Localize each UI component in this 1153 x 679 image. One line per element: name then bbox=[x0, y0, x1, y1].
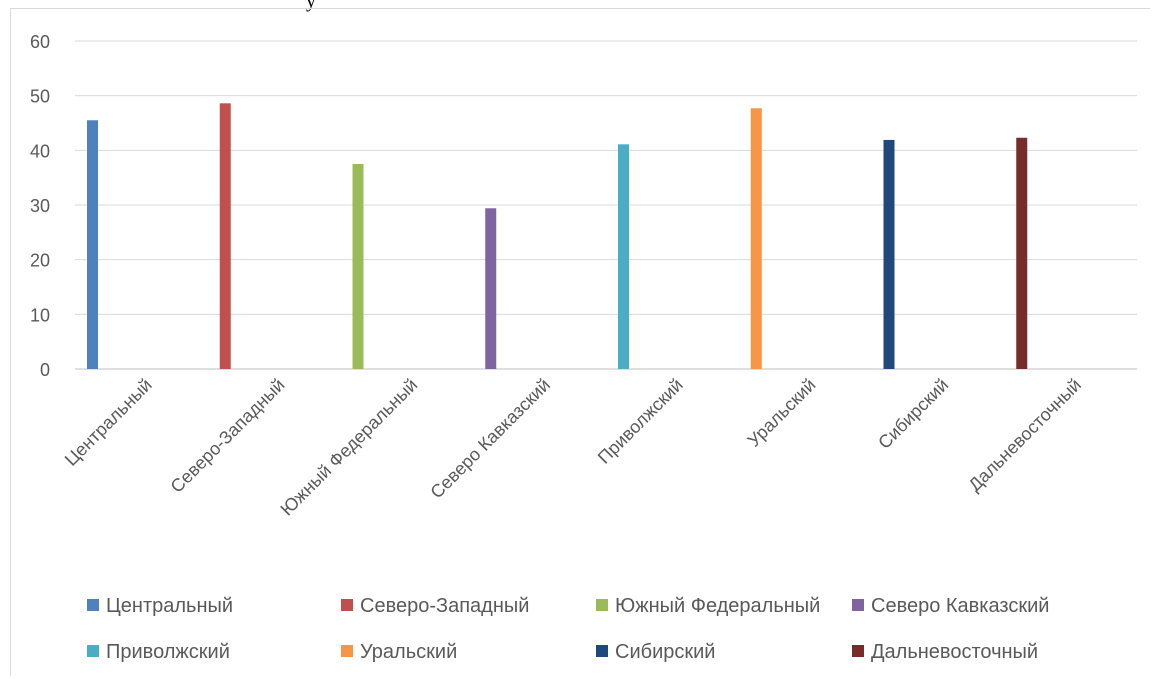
x-tick-label: Сибирский bbox=[874, 375, 952, 453]
legend-swatch bbox=[852, 599, 864, 611]
bar bbox=[485, 208, 497, 369]
gridlines bbox=[75, 40, 1137, 370]
legend-label: Южный Федеральный bbox=[615, 595, 820, 617]
legend-label: Центральный bbox=[106, 595, 233, 617]
x-tick-label: Приволжский bbox=[594, 375, 687, 468]
legend-label: Сибирский bbox=[615, 641, 715, 663]
x-tick-label: Центральный bbox=[61, 375, 156, 470]
legend-swatch bbox=[596, 599, 608, 611]
bar bbox=[750, 108, 762, 370]
bar bbox=[1016, 137, 1028, 369]
y-tick-label: 40 bbox=[30, 141, 50, 161]
legend: Центральный Северо-Западный Южный Федераль… bbox=[87, 595, 1049, 663]
legend-swatch bbox=[341, 645, 353, 657]
bar bbox=[352, 164, 364, 369]
bar bbox=[883, 139, 895, 369]
legend-swatch bbox=[596, 645, 608, 657]
bar bbox=[618, 144, 629, 369]
x-tick-label: Северо-Западный bbox=[167, 375, 289, 497]
legend-swatch bbox=[341, 599, 353, 611]
legend-swatch bbox=[87, 599, 99, 611]
y-tick-label: 60 bbox=[30, 32, 50, 52]
y-tick-label: 10 bbox=[30, 305, 50, 325]
legend-label: Приволжский bbox=[106, 641, 230, 663]
y-axis-tick-labels: 0 10 20 30 40 50 60 bbox=[30, 32, 50, 380]
y-tick-label: 30 bbox=[30, 196, 50, 216]
legend-label: Северо Кавказский bbox=[871, 595, 1049, 617]
page-top-text-fragment: у bbox=[306, 0, 316, 12]
x-tick-label: Дальневосточный bbox=[965, 375, 1085, 495]
legend-label: Уральский bbox=[360, 641, 457, 663]
y-tick-label: 20 bbox=[30, 251, 50, 271]
chart-frame bbox=[10, 8, 1150, 676]
legend-label: Северо-Западный bbox=[360, 595, 529, 617]
x-tick-label: Северо Кавказский bbox=[426, 375, 554, 503]
legend-swatch bbox=[852, 645, 864, 657]
bar bbox=[219, 103, 231, 369]
y-tick-label: 50 bbox=[30, 87, 50, 107]
x-tick-label: Южный Федеральный bbox=[277, 375, 422, 520]
x-tick-label: Уральский bbox=[744, 375, 820, 451]
legend-swatch bbox=[87, 645, 99, 657]
legend-label: Дальневосточный bbox=[871, 641, 1038, 663]
bar bbox=[87, 120, 98, 370]
bars bbox=[87, 103, 1028, 370]
y-tick-label: 0 bbox=[40, 360, 50, 380]
